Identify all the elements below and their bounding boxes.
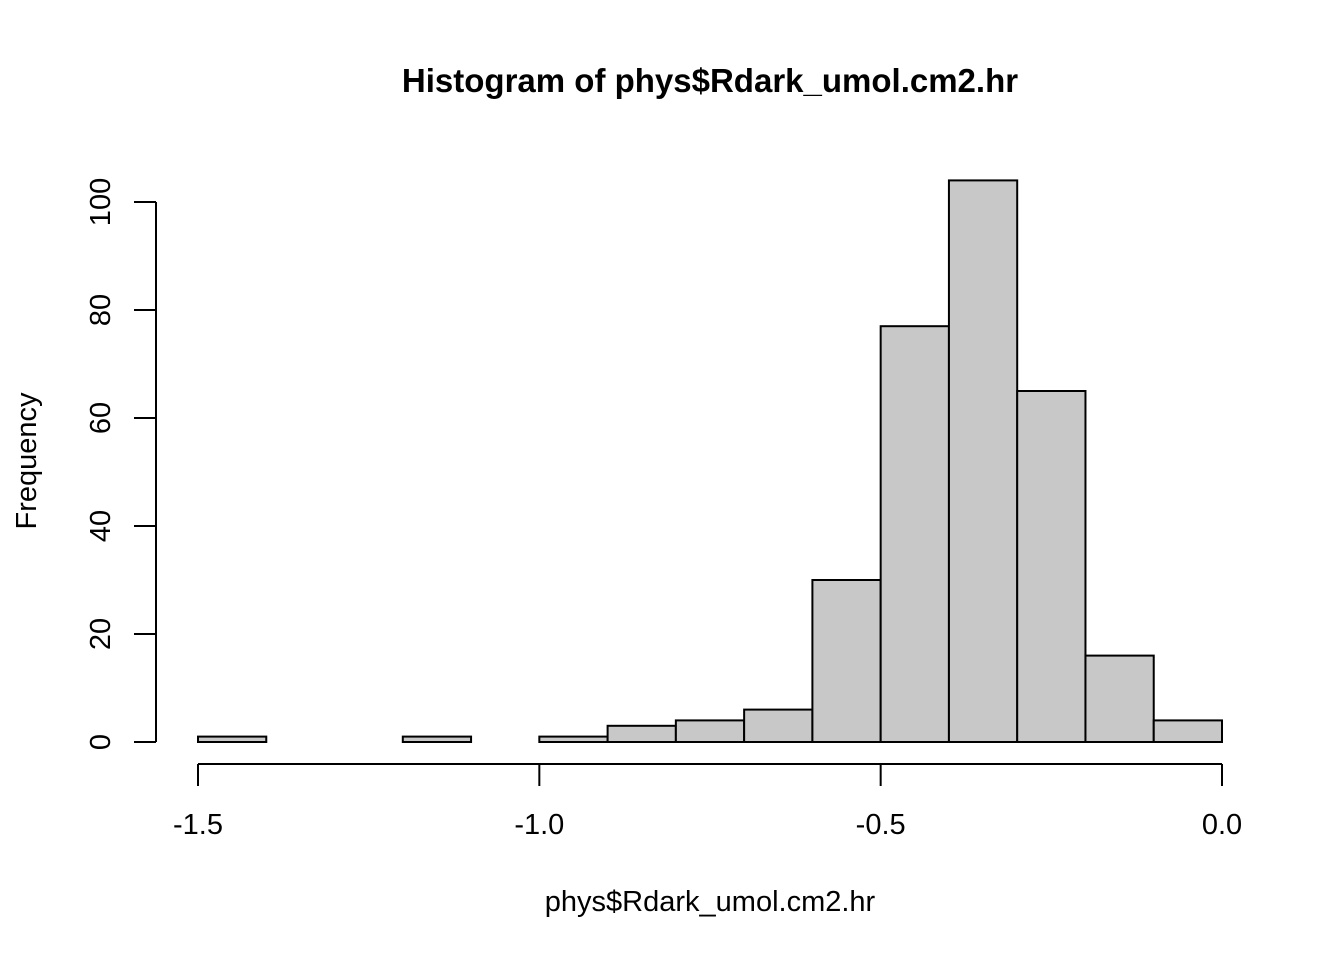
y-tick-label: 100: [85, 178, 117, 226]
histogram-bar: [674, 719, 746, 744]
histogram-bar: [401, 735, 473, 743]
x-tick-label: 0.0: [1202, 809, 1242, 841]
histogram-bar: [1016, 390, 1087, 743]
y-axis: 0 20 40 60 80 100: [85, 178, 157, 750]
x-tick-label: -1.0: [514, 809, 564, 841]
histogram-bar: [606, 724, 677, 743]
histogram-bar: [947, 179, 1019, 743]
y-tick-label: 20: [85, 618, 117, 650]
histogram-bar: [811, 579, 882, 743]
x-tick-label: -0.5: [856, 809, 906, 841]
histogram-bar: [538, 735, 609, 743]
y-tick-label: 0: [85, 734, 117, 750]
x-tick-label: -1.5: [173, 809, 223, 841]
chart-title: Histogram of phys$Rdark_umol.cm2.hr: [402, 62, 1018, 99]
histogram-bar: [743, 708, 814, 743]
x-axis-label: phys$Rdark_umol.cm2.hr: [545, 886, 876, 918]
bars-group: [197, 179, 1223, 744]
histogram-bar: [197, 735, 268, 743]
y-tick-label: 40: [85, 510, 117, 542]
y-tick-label: 80: [85, 294, 117, 326]
x-axis: -1.5 -1.0 -0.5 0.0: [173, 763, 1242, 841]
histogram-bar: [1084, 654, 1155, 743]
y-tick-label: 60: [85, 402, 117, 434]
histogram-bar: [879, 325, 950, 743]
y-axis-label: Frequency: [11, 392, 43, 530]
histogram-bar: [1152, 719, 1223, 744]
